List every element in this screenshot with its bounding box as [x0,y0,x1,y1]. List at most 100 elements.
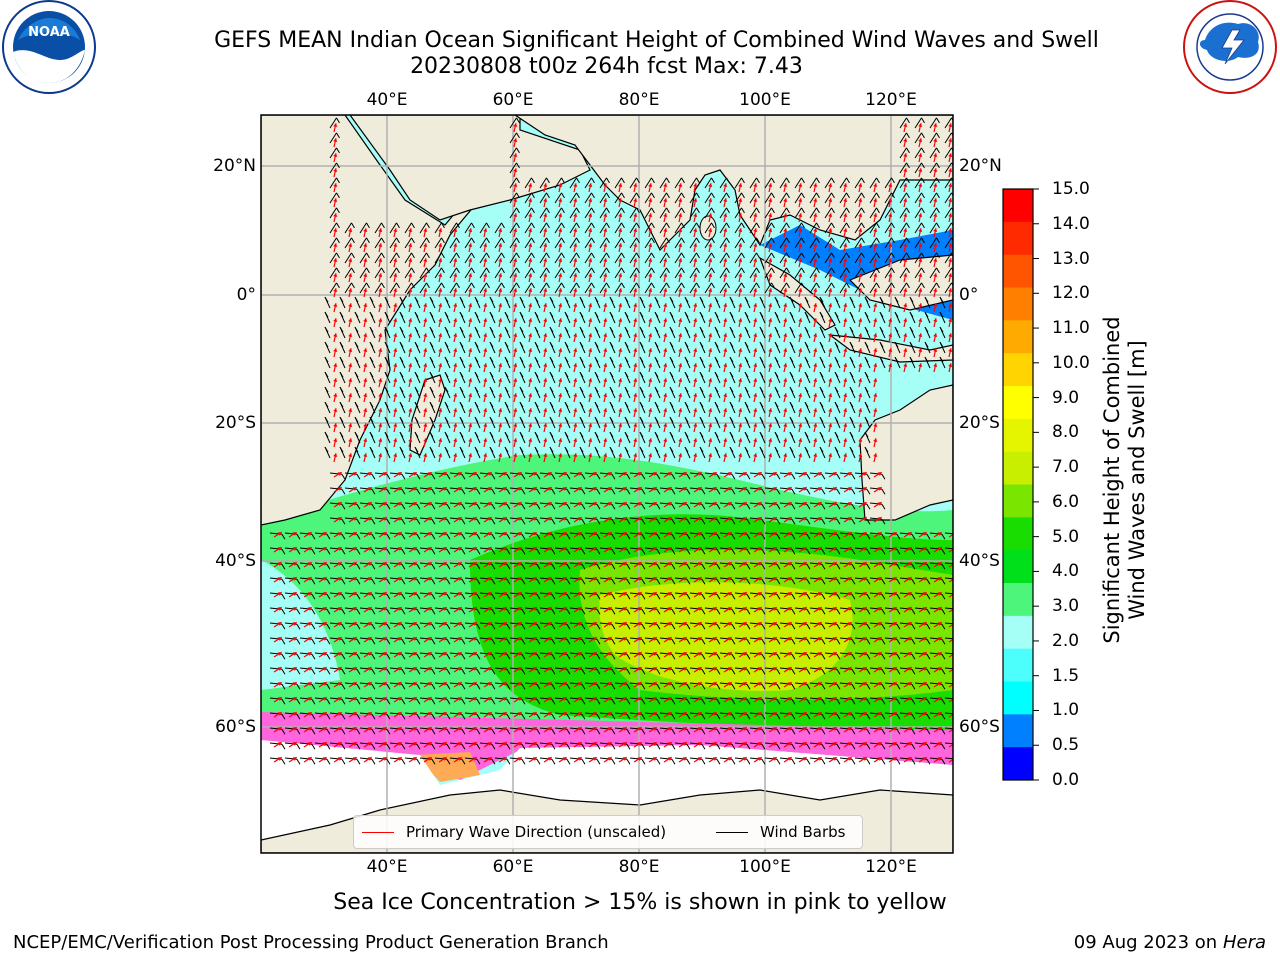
wave-arrow-head [873,318,878,323]
wave-arrow-head [453,273,458,278]
wave-arrow-head [843,318,848,323]
wave-arrow-head [843,378,848,383]
wave-arrow-head [813,273,818,278]
wind-barb [569,177,577,189]
wave-arrow-head [573,258,578,263]
wind-barb [629,192,637,204]
wave-arrow-head [408,333,413,338]
wind-barb [779,192,787,204]
wave-arrow-head [858,423,863,428]
wave-arrow-head [333,408,338,413]
wind-barb-flag [474,431,479,438]
wind-barb [794,267,802,279]
wind-barb-flag [699,386,704,393]
wave-arrow-head [333,258,338,263]
wave-arrow-head [768,273,773,278]
wind-barb-flag [336,222,340,229]
wind-barb-flag [711,192,715,199]
wave-arrow-head [843,408,848,413]
wave-arrow-head [603,243,608,248]
wave-arrow-head [468,438,473,443]
wind-barb-flag [696,282,700,289]
wave-arrow-head [663,258,668,263]
wave-arrow-head [783,198,788,203]
wave-arrow-head [423,438,428,443]
wind-barb-flag [861,282,865,289]
wind-barb-flag [336,162,340,169]
wind-barb-flag [804,326,809,333]
wind-barb [329,207,337,219]
wind-barb-flag [516,147,520,154]
wave-arrow-head [618,378,623,383]
wind-barb-flag [549,296,554,303]
wind-barb-flag [639,371,644,378]
wave-arrow-head [483,393,488,398]
wind-barb-flag [894,296,899,303]
wind-barb-flag [804,386,809,393]
wind-barb [464,282,472,294]
wind-barb [884,237,892,249]
wind-barb [944,132,952,144]
wind-barb-flag [921,237,925,244]
wave-arrow-head [648,258,653,263]
wind-barb-flag [441,222,445,229]
wave-arrow-head [708,348,713,353]
sumatra [758,256,836,331]
wind-barb-flag [561,177,565,184]
wind-barb [374,252,382,264]
wave-arrow-head [498,228,503,233]
wave-arrow-head [753,363,758,368]
wave-arrow-head [783,288,788,293]
wave-arrow-head [423,243,428,248]
wind-barb-flag [696,252,700,259]
wind-barb-flag [399,326,404,333]
wave-arrow-head [333,333,338,338]
wind-barb-flag [504,416,509,423]
wind-barb-flag [936,177,940,184]
wave-arrow-head [483,348,488,353]
wind-barb [344,222,352,234]
wave-arrow-head [618,363,623,368]
wind-barb [944,162,952,174]
wind-barb-flag [459,341,464,348]
wind-barb-flag [504,401,509,408]
wind-barb [869,222,877,234]
wind-barb-flag [816,222,820,229]
wave-arrow-head [828,198,833,203]
wind-barb [944,207,952,219]
wind-barb-flag [654,431,659,438]
wind-barb-flag [921,252,925,259]
wave-arrow-head [933,258,938,263]
wave-arrow-head [753,393,758,398]
wind-barb [629,207,637,219]
wave-arrow-head [753,303,758,308]
wind-barb-flag [831,237,835,244]
wave-arrow-head [918,258,923,263]
wave-arrow-head [663,303,668,308]
wind-barb-flag [444,311,449,318]
wind-barb-flag [729,371,734,378]
wind-barb-flag [636,267,640,274]
wind-barb [704,237,712,249]
wave-arrow-head [423,303,428,308]
wave-arrow-head [888,183,893,188]
wave-arrow-head [543,438,548,443]
wave-arrow-head [453,363,458,368]
wave-arrow-head [738,408,743,413]
wind-barb-flag [519,386,524,393]
wind-barb-flag [834,296,839,303]
wind-barb-flag [834,386,839,393]
wave-arrow-head [378,378,383,383]
wave-arrow-head [678,273,683,278]
wind-barb [584,192,592,204]
wind-barb [524,192,532,204]
wave-arrow-head [333,213,338,218]
wave-arrow-head [678,408,683,413]
wave-arrow-head [528,213,533,218]
wave-arrow-head [738,183,743,188]
wind-barb [464,222,472,234]
wind-barb-flag [774,371,779,378]
wave-arrow-head [468,318,473,323]
wave-arrow-head [573,288,578,293]
wind-barb-flag [576,282,580,289]
